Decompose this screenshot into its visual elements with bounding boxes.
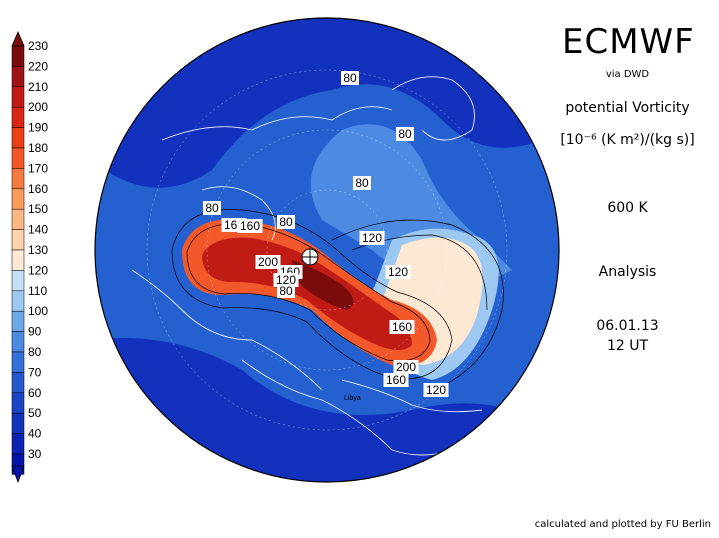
colorbar-label: 200 (28, 100, 48, 114)
colorbar-label: 40 (28, 427, 42, 441)
colorbar-label: 30 (28, 447, 42, 461)
colorbar-label: 210 (28, 80, 48, 94)
colorbar-swatch (11, 249, 25, 271)
svg-text:120: 120 (426, 383, 446, 397)
colorbar-swatch (11, 392, 25, 414)
colorbar-label: 220 (28, 59, 48, 73)
colorbar-label: 140 (28, 223, 48, 237)
colorbar-swatch (11, 229, 25, 251)
svg-text:120: 120 (362, 231, 382, 245)
colorbar-label: 120 (28, 263, 48, 277)
colorbar-swatch (11, 310, 25, 332)
colorbar-swatch (11, 290, 25, 312)
contour-label: 80 (203, 201, 221, 215)
colorbar-label: 180 (28, 141, 48, 155)
colorbar-swatch (11, 127, 25, 149)
colorbar: 230 220 210 200 190 180 170 160 150 140 130 120 110 1… (11, 30, 48, 484)
colorbar-label: 130 (28, 243, 48, 257)
colorbar-swatch (11, 168, 25, 190)
variable-label: potential Vorticity (565, 100, 690, 116)
colorbar-label: 100 (28, 304, 48, 318)
contour-label: 160 (383, 373, 409, 387)
colorbar-label: 230 (28, 39, 48, 53)
contour-label: 80 (353, 176, 371, 190)
contour-label: 120 (385, 265, 411, 279)
colorbar-swatch (11, 412, 25, 434)
colorbar-swatch (11, 270, 25, 292)
time-label: 12 UT (606, 338, 649, 354)
pv-high-max (291, 260, 354, 310)
svg-text:200: 200 (258, 255, 278, 269)
colorbar-swatch (11, 351, 25, 373)
colorbar-label: 60 (28, 386, 42, 400)
colorbar-label: 160 (28, 182, 48, 196)
colorbar-label: 90 (28, 325, 42, 339)
coastlines (131, 76, 483, 456)
colorbar-swatch (11, 45, 25, 67)
colorbar-swatch (11, 372, 25, 394)
colorbar-swatch (11, 106, 25, 128)
polar-map: 8080808012016016020016012080120160200160… (94, 17, 560, 483)
colorbar-swatch (11, 433, 25, 455)
pole-marker (301, 248, 319, 266)
contour-label: 80 (277, 215, 295, 229)
svg-text:80: 80 (355, 176, 369, 190)
svg-text:160: 160 (240, 219, 260, 233)
contour-label: 200 (255, 255, 281, 269)
svg-text:160: 160 (392, 320, 412, 334)
contour-label: 80 (277, 284, 295, 298)
org-title: ECMWF (562, 22, 695, 62)
colorbar-label: 170 (28, 161, 48, 175)
contour-label: 120 (423, 383, 449, 397)
svg-text:120: 120 (388, 265, 408, 279)
pv-low-region (95, 18, 559, 188)
map-border (94, 17, 560, 483)
credit-text: calculated and plotted by FU Berlin (534, 519, 711, 530)
via-label: via DWD (605, 69, 650, 80)
place-label: Libya (344, 395, 361, 402)
pv-high-peak (202, 237, 412, 350)
svg-text:80: 80 (205, 201, 219, 215)
contour-label: 200 (393, 360, 419, 374)
colorbar-label: 110 (28, 284, 47, 298)
colorbar-swatch (11, 147, 25, 169)
colorbar-label: 70 (28, 365, 42, 379)
units-label: [10⁻⁶ (K m²)/(kg s)] (560, 132, 695, 148)
svg-text:160: 160 (386, 373, 406, 387)
colorbar-swatch (11, 66, 25, 88)
svg-text:80: 80 (343, 71, 357, 85)
analysis-label: Analysis (598, 264, 657, 280)
colorbar-label: 80 (28, 345, 42, 359)
colorbar-swatch (11, 208, 25, 230)
colorbar-swatch (11, 331, 25, 353)
colorbar-top-arrow (11, 30, 25, 47)
date-label: 06.01.13 (596, 318, 659, 334)
contour-label: 160 (237, 219, 263, 233)
contour-label: 80 (341, 71, 359, 85)
latitude-circles (146, 69, 508, 431)
contour-label: 120 (359, 231, 385, 245)
svg-text:80: 80 (279, 284, 293, 298)
svg-text:80: 80 (398, 127, 412, 141)
colorbar-label: 150 (28, 202, 48, 216)
svg-text:200: 200 (396, 360, 416, 374)
colorbar-swatch (11, 86, 25, 108)
colorbar-label: 190 (28, 121, 48, 135)
svg-text:80: 80 (279, 215, 293, 229)
colorbar-swatch (11, 188, 25, 210)
colorbar-bottom-arrow (11, 465, 25, 484)
colorbar-label: 50 (28, 406, 42, 420)
contour-label: 80 (396, 127, 414, 141)
contour-label: 160 (389, 320, 415, 334)
svg-text:120: 120 (276, 273, 296, 287)
contour-label: 120 (273, 273, 299, 287)
level-label: 600 K (607, 200, 648, 216)
